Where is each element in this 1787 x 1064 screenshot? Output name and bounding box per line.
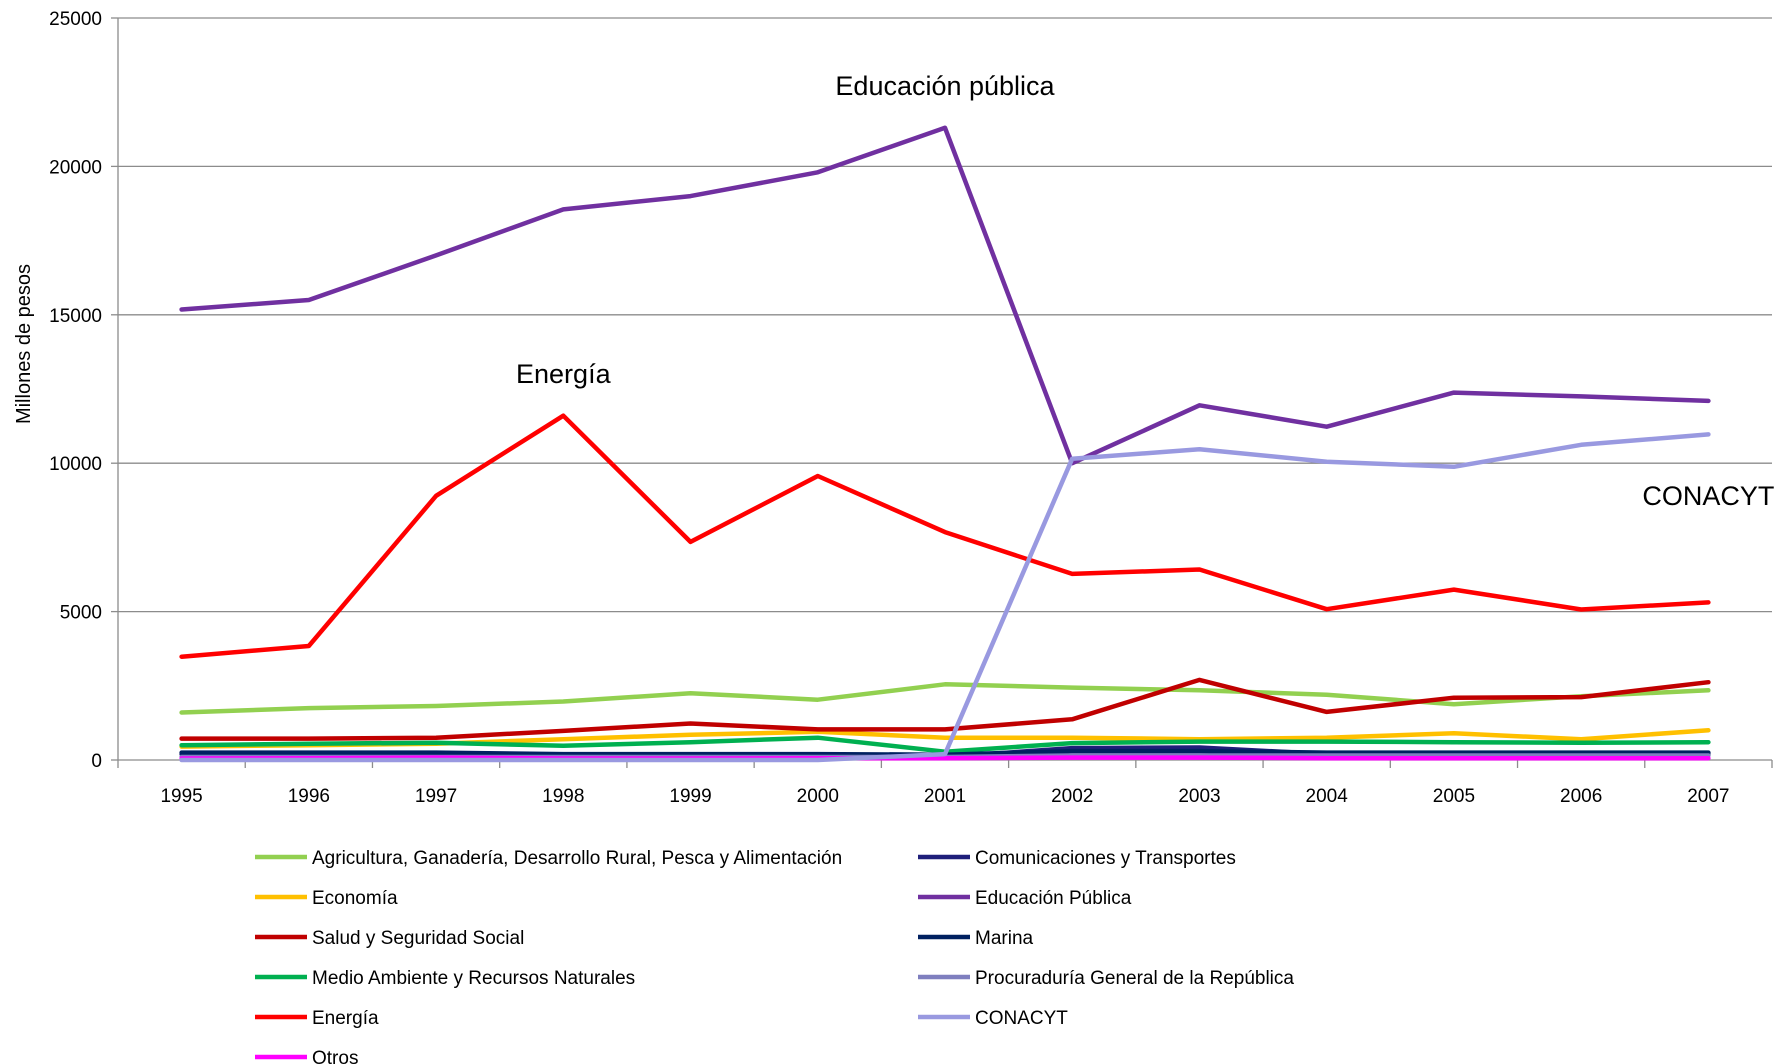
- y-axis-label: Millones de pesos: [13, 264, 35, 424]
- y-tick-label: 5000: [60, 603, 102, 624]
- annotation-label: Energía: [516, 359, 612, 389]
- x-tick-label: 2006: [1560, 786, 1602, 807]
- annotation-label: CONACYT: [1642, 481, 1774, 511]
- x-tick-label: 2001: [924, 786, 966, 807]
- x-tick-label: 1998: [542, 786, 584, 807]
- series-line-10: [179, 755, 1711, 761]
- legend-label: Economía: [312, 888, 398, 909]
- y-tick-label: 25000: [49, 9, 102, 30]
- legend-label: CONACYT: [975, 1008, 1068, 1029]
- legend-label: Procuraduría General de la República: [975, 968, 1294, 989]
- y-tick-label: 20000: [49, 157, 102, 178]
- x-tick-label: 2004: [1306, 786, 1349, 807]
- legend: Agricultura, Ganadería, Desarrollo Rural…: [255, 848, 1294, 1064]
- legend-label: Comunicaciones y Transportes: [975, 848, 1236, 869]
- series-line-4: [179, 677, 1711, 741]
- x-tick-label: 1997: [415, 786, 457, 807]
- y-tick-label: 15000: [49, 306, 102, 327]
- y-tick-label: 10000: [49, 454, 102, 475]
- series-line-3: [179, 125, 1711, 466]
- x-tick-label: 1999: [669, 786, 711, 807]
- annotation-label: Educación pública: [835, 71, 1055, 101]
- series-line-8: [179, 413, 1711, 659]
- legend-label: Energía: [312, 1008, 379, 1029]
- series-line-9: [179, 432, 1711, 763]
- legend-label: Agricultura, Ganadería, Desarrollo Rural…: [312, 848, 842, 869]
- x-tick-label: 2000: [797, 786, 839, 807]
- legend-label: Educación Pública: [975, 888, 1132, 909]
- x-axis: 1995 1996 1997 1998 1999 2000 2001 2002 2003 2004…: [117, 759, 1773, 807]
- x-tick-label: 2007: [1687, 786, 1729, 807]
- x-tick-label: 2002: [1051, 786, 1093, 807]
- x-tick-label: 1996: [288, 786, 330, 807]
- series-line-0: [179, 682, 1711, 715]
- y-tick-label: 0: [91, 751, 102, 772]
- legend-label: Salud y Seguridad Social: [312, 928, 524, 949]
- legend-label: Marina: [975, 928, 1034, 949]
- x-tick-label: 2005: [1433, 786, 1475, 807]
- x-tick-label: 2003: [1178, 786, 1220, 807]
- legend-label: Otros: [312, 1048, 358, 1064]
- series-lines: [179, 125, 1711, 763]
- gridlines: [118, 17, 1772, 613]
- annotations: Educación pública Energía CONACYT: [516, 71, 1774, 511]
- y-axis: 0 5000 10000 15000 20000 25000: [49, 9, 119, 772]
- x-tick-label: 1995: [160, 786, 202, 807]
- legend-label: Medio Ambiente y Recursos Naturales: [312, 968, 635, 989]
